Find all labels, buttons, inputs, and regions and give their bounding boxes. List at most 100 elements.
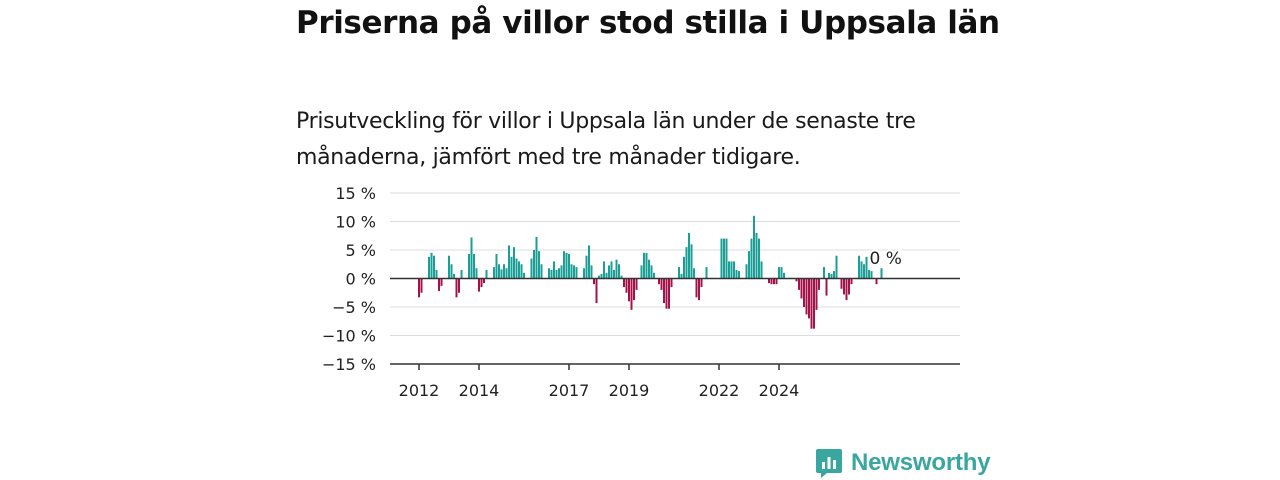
bar — [795, 278, 798, 282]
bar — [495, 253, 498, 279]
bar — [758, 238, 760, 279]
bar — [535, 236, 538, 279]
bar — [510, 256, 513, 279]
bar — [830, 273, 833, 279]
bar — [778, 267, 780, 279]
bar — [668, 278, 670, 309]
bar — [828, 272, 830, 279]
bar — [455, 278, 458, 298]
bar — [753, 215, 755, 279]
bar — [738, 271, 740, 279]
bar — [653, 272, 655, 279]
bar — [693, 268, 695, 279]
bar — [823, 267, 825, 279]
bar — [665, 278, 668, 309]
chart-title: Priserna på villor stod stilla i Uppsala… — [296, 5, 1000, 41]
bar — [635, 278, 638, 290]
bar — [725, 238, 728, 279]
bar — [548, 268, 550, 279]
bar — [760, 261, 763, 279]
bar — [745, 264, 748, 279]
bar — [798, 278, 800, 290]
bar — [583, 268, 585, 279]
bar — [805, 278, 808, 315]
bar — [608, 265, 610, 279]
bar — [678, 267, 680, 279]
bar — [470, 237, 473, 279]
y-tick-label: −15 % — [322, 355, 376, 374]
bar — [533, 250, 535, 279]
bar — [593, 278, 595, 285]
bar — [773, 278, 775, 285]
bar — [810, 278, 813, 329]
bars — [418, 215, 883, 329]
bar — [658, 278, 660, 285]
bar — [603, 261, 605, 279]
bar — [698, 278, 700, 301]
bar — [558, 268, 560, 279]
bar — [625, 278, 628, 293]
bar — [475, 268, 478, 279]
bar — [538, 251, 540, 279]
bar — [620, 275, 623, 279]
bar — [640, 265, 643, 279]
bar — [630, 278, 633, 310]
x-axis-ticks: 2012 2014 2017 2019 2022 2024 — [399, 364, 800, 400]
bar — [840, 278, 843, 289]
bar — [835, 255, 838, 279]
bar — [520, 264, 523, 279]
bar — [505, 268, 508, 279]
bar — [615, 259, 618, 279]
bar — [825, 278, 828, 296]
bar — [865, 256, 868, 279]
x-tick-label: 2022 — [699, 381, 740, 400]
bar — [845, 278, 848, 301]
bar — [690, 244, 693, 279]
bar — [485, 269, 488, 279]
y-tick-label: −10 % — [322, 327, 376, 346]
bar — [613, 269, 615, 279]
bar — [783, 272, 785, 279]
bar — [818, 278, 820, 290]
bar — [515, 258, 518, 279]
bar — [563, 251, 565, 279]
bar — [588, 245, 590, 279]
bar — [815, 278, 818, 310]
bar — [493, 267, 495, 279]
bar — [553, 261, 555, 279]
bar — [720, 238, 723, 279]
bar — [750, 238, 753, 279]
bar — [843, 278, 845, 295]
bar — [623, 278, 625, 288]
bar — [645, 252, 648, 279]
bar — [585, 255, 588, 279]
bar — [695, 278, 698, 298]
x-tick-label: 2024 — [759, 381, 800, 400]
bar — [590, 265, 593, 279]
bar — [803, 278, 805, 307]
bar — [800, 278, 803, 299]
bar — [875, 278, 878, 285]
bar — [733, 261, 735, 279]
bar — [833, 271, 835, 279]
bar — [770, 278, 773, 285]
bar — [730, 261, 733, 279]
latest-value-annotation: 0 % — [870, 249, 902, 269]
bar — [648, 259, 650, 279]
bar — [618, 264, 620, 279]
bar — [575, 267, 578, 279]
bar — [775, 278, 778, 285]
bar — [480, 278, 483, 288]
chart-subtitle: Prisutveckling för villor i Uppsala län … — [296, 109, 916, 170]
bar — [808, 278, 810, 319]
x-tick-label: 2012 — [399, 381, 440, 400]
bar — [880, 268, 883, 279]
bar — [850, 278, 853, 285]
bar — [755, 232, 758, 279]
bar — [560, 265, 563, 279]
bar — [540, 264, 543, 279]
bar — [503, 264, 505, 279]
bar — [420, 278, 423, 293]
bar — [530, 258, 533, 279]
gridlines — [390, 192, 960, 336]
